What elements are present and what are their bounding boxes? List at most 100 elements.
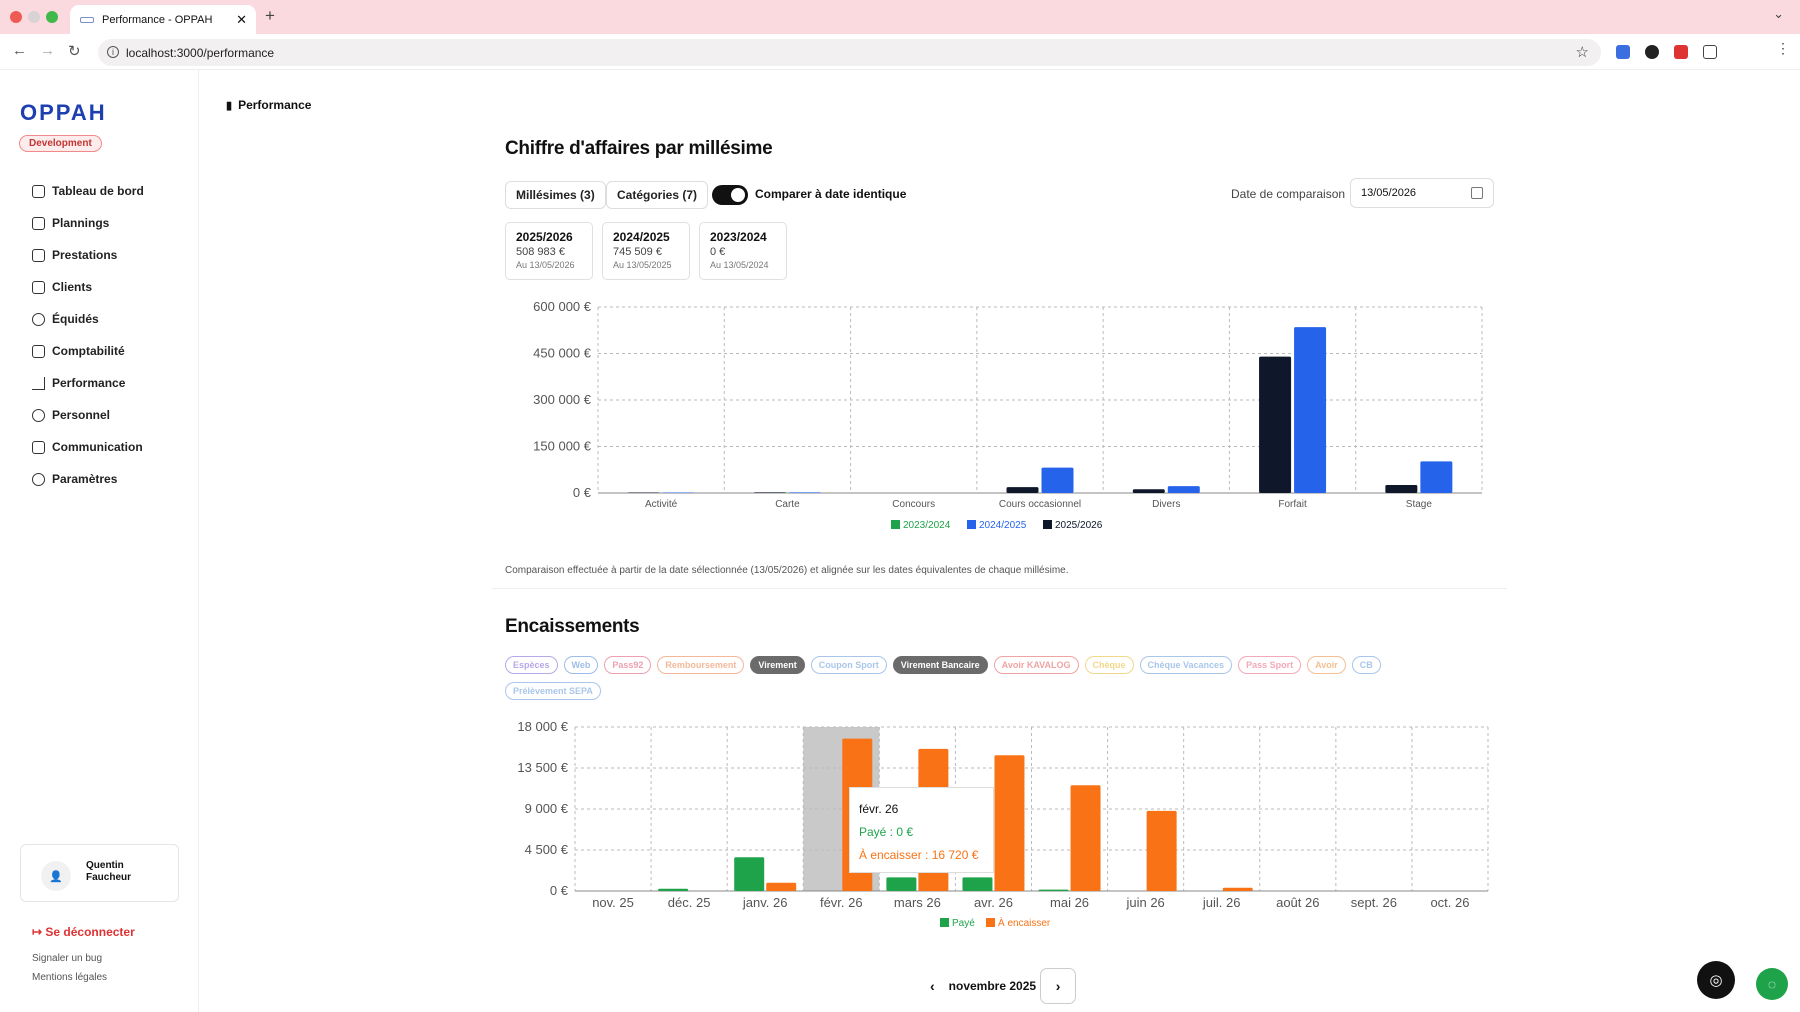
- browser-tab-strip: Performance - OPPAH ✕ + ⌄: [0, 0, 1800, 34]
- horse-icon: [32, 312, 45, 326]
- payment-filter-chip[interactable]: Avoir: [1307, 656, 1346, 674]
- bookmark-star-icon[interactable]: ☆: [1575, 44, 1589, 61]
- sidebar-item-label: Personnel: [52, 408, 111, 422]
- help-lifebuoy-button[interactable]: ◎: [1697, 961, 1735, 999]
- payment-filter-chip[interactable]: Prélèvement SEPA: [505, 682, 601, 700]
- y-tick-label: 600 000 €: [533, 299, 592, 314]
- user-name: Quentin Faucheur: [86, 860, 132, 883]
- y-tick-label: 0 €: [550, 883, 569, 898]
- payment-filter-chip[interactable]: Chèque Vacances: [1139, 656, 1233, 674]
- bar: [1385, 484, 1418, 493]
- gear-icon: [32, 472, 45, 486]
- sidebar-item-label: Comptabilité: [52, 344, 125, 358]
- legend-swatch: [891, 520, 900, 529]
- y-tick-label: 13 500 €: [517, 760, 568, 775]
- year-card-value: 745 509 €: [613, 246, 662, 258]
- bar: [1222, 887, 1253, 891]
- payment-filter-chip[interactable]: Virement Bancaire: [892, 656, 988, 674]
- y-tick-label: 18 000 €: [517, 719, 568, 734]
- year-card-year: 2023/2024: [710, 230, 767, 244]
- payment-filter-chip[interactable]: Chèque: [1084, 656, 1134, 674]
- date-value: 13/05/2026: [1361, 187, 1417, 199]
- app-logo[interactable]: OPPAH: [20, 100, 107, 125]
- mail-icon: [32, 440, 45, 454]
- extension-icon[interactable]: [1645, 45, 1659, 59]
- y-tick-label: 150 000 €: [533, 439, 592, 454]
- maximize-window-icon[interactable]: [46, 11, 58, 23]
- sidebar-item-plannings[interactable]: Plannings: [32, 207, 144, 239]
- x-tick-label: août 26: [1276, 895, 1319, 910]
- logout-button[interactable]: ↦ Se déconnecter: [32, 925, 135, 939]
- payment-filter-chip[interactable]: Web: [563, 656, 599, 674]
- contact-icon: [32, 280, 45, 294]
- compare-toggle[interactable]: [712, 185, 748, 205]
- reload-icon[interactable]: ↻: [68, 43, 81, 60]
- back-arrow-icon[interactable]: ←: [12, 42, 27, 59]
- legal-link[interactable]: Mentions légales: [32, 972, 108, 983]
- sidebar-item-parametres[interactable]: Paramètres: [32, 463, 144, 495]
- extension-icon[interactable]: [1674, 45, 1688, 59]
- minimize-window-icon[interactable]: [28, 11, 40, 23]
- chat-button[interactable]: ◌: [1756, 968, 1788, 1000]
- extension-icon[interactable]: [1616, 45, 1630, 59]
- calendar-icon[interactable]: [1471, 187, 1483, 199]
- sidebar-item-clients[interactable]: Clients: [32, 271, 144, 303]
- puzzle-icon[interactable]: [1703, 45, 1717, 59]
- payment-filter-chip[interactable]: Pass Sport: [1238, 656, 1302, 674]
- favicon-icon: [80, 16, 94, 23]
- sidebar-item-performance[interactable]: Performance: [32, 367, 144, 399]
- site-info-icon[interactable]: i: [107, 46, 119, 58]
- year-card-date: Au 13/05/2025: [613, 260, 672, 270]
- lifebuoy-icon: ◎: [1709, 972, 1723, 989]
- logout-label: Se déconnecter: [45, 925, 135, 939]
- x-tick-label: oct. 26: [1430, 895, 1469, 910]
- sidebar-item-label: Paramètres: [52, 472, 118, 486]
- chevron-left-icon[interactable]: ‹: [930, 978, 935, 994]
- forward-arrow-icon[interactable]: →: [40, 42, 55, 59]
- payment-filter-chip[interactable]: CB: [1351, 656, 1381, 674]
- sidebar: OPPAH Development Tableau de bord Planni…: [0, 70, 199, 1012]
- sidebar-item-equides[interactable]: Équidés: [32, 303, 144, 335]
- tooltip-due: À encaisser : 16 720 €: [859, 848, 979, 862]
- x-tick-label: Divers: [1152, 499, 1180, 510]
- bar: [994, 755, 1025, 891]
- payment-filter-chip[interactable]: Remboursement: [657, 656, 745, 674]
- sidebar-item-personnel[interactable]: Personnel: [32, 399, 144, 431]
- payment-filter-chip[interactable]: Pass92: [604, 656, 652, 674]
- bar: [1259, 356, 1292, 493]
- comparison-date-input[interactable]: 13/05/2026: [1350, 178, 1494, 208]
- user-card[interactable]: 👤 Quentin Faucheur: [20, 844, 179, 902]
- comparison-date-label: Date de comparaison: [1231, 187, 1346, 201]
- tab-close-icon[interactable]: ✕: [236, 12, 247, 27]
- payment-filter-chip[interactable]: Espèces: [505, 656, 558, 674]
- y-tick-label: 450 000 €: [533, 346, 592, 361]
- chevron-right-icon[interactable]: ›: [1040, 968, 1077, 1004]
- compare-toggle-label: Comparer à date identique: [755, 187, 907, 201]
- sidebar-item-comptabilite[interactable]: Comptabilité: [32, 335, 144, 367]
- sidebar-item-dashboard[interactable]: Tableau de bord: [32, 175, 144, 207]
- bar: [658, 888, 689, 891]
- new-tab-icon[interactable]: +: [265, 6, 275, 25]
- x-tick-label: déc. 25: [668, 895, 711, 910]
- tab-title: Performance - OPPAH: [102, 13, 213, 26]
- chevron-down-icon[interactable]: ⌄: [1773, 6, 1784, 21]
- payment-filter-chip[interactable]: Avoir KAVALOG: [993, 656, 1079, 674]
- browser-tab[interactable]: Performance - OPPAH ✕: [70, 5, 256, 34]
- sidebar-item-communication[interactable]: Communication: [32, 431, 144, 463]
- categories-filter-button[interactable]: Catégories (7): [606, 181, 709, 209]
- address-bar[interactable]: i localhost:3000/performance ☆: [98, 39, 1601, 66]
- payment-filter-chip[interactable]: Virement: [750, 656, 805, 674]
- year-card: 2025/2026 508 983 € Au 13/05/2026: [505, 222, 593, 280]
- pager-label: novembre 2025: [948, 979, 1037, 993]
- legend-label: À encaisser: [998, 916, 1051, 929]
- millesimes-filter-button[interactable]: Millésimes (3): [505, 181, 606, 209]
- home-icon: [32, 184, 45, 198]
- kebab-menu-icon[interactable]: ⋮: [1776, 40, 1790, 56]
- report-bug-link[interactable]: Signaler un bug: [32, 953, 103, 964]
- close-window-icon[interactable]: [10, 11, 22, 23]
- x-tick-label: juil. 26: [1202, 895, 1241, 910]
- tooltip-paid: Payé : 0 €: [859, 825, 914, 839]
- sidebar-item-prestations[interactable]: Prestations: [32, 239, 144, 271]
- payment-filter-chip[interactable]: Coupon Sport: [810, 656, 887, 674]
- encaissements-title: Encaissements: [505, 616, 640, 637]
